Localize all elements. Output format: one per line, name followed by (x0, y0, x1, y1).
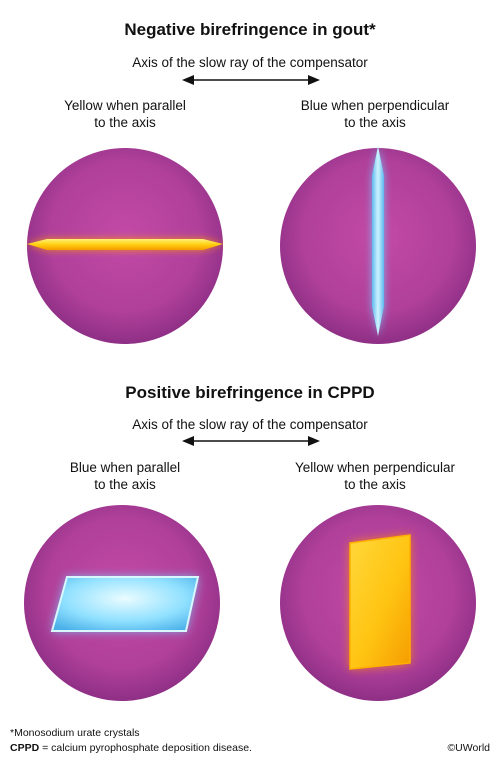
section-1-right-label: Blue when perpendicular to the axis (300, 98, 450, 130)
gout-parallel-field (27, 148, 223, 344)
section-2-axis-arrow (182, 436, 320, 446)
footnote-msu: *Monosodium urate crystals (10, 727, 140, 739)
cppd-crystal-yellow (349, 534, 411, 670)
section-2-axis-caption: Axis of the slow ray of the compensator (132, 417, 368, 432)
copyright-text: ©UWorld (447, 742, 490, 754)
section-1-left-label: Yellow when parallel to the axis (64, 98, 186, 130)
footnote-cppd-definition: = calcium pyrophosphate deposition disea… (39, 742, 252, 754)
cppd-perpendicular-field (280, 505, 476, 701)
gout-perpendicular-field (280, 146, 476, 344)
cppd-parallel-field (24, 505, 220, 701)
urate-crystal-blue (372, 146, 384, 336)
footnote-cppd: CPPD = calcium pyrophosphate deposition … (10, 742, 252, 754)
footnote-cppd-term: CPPD (10, 742, 40, 754)
section-2-right-label: Yellow when perpendicular to the axis (294, 460, 456, 492)
section-2-title: Positive birefringence in CPPD (125, 383, 375, 402)
section-1-title: Negative birefringence in gout* (124, 20, 376, 39)
section-1-axis-arrow (182, 75, 320, 85)
urate-crystal-yellow (27, 239, 223, 250)
section-1-axis-caption: Axis of the slow ray of the compensator (132, 55, 368, 70)
section-2-left-label: Blue when parallel to the axis (69, 460, 181, 492)
cppd-crystal-blue (50, 576, 200, 632)
